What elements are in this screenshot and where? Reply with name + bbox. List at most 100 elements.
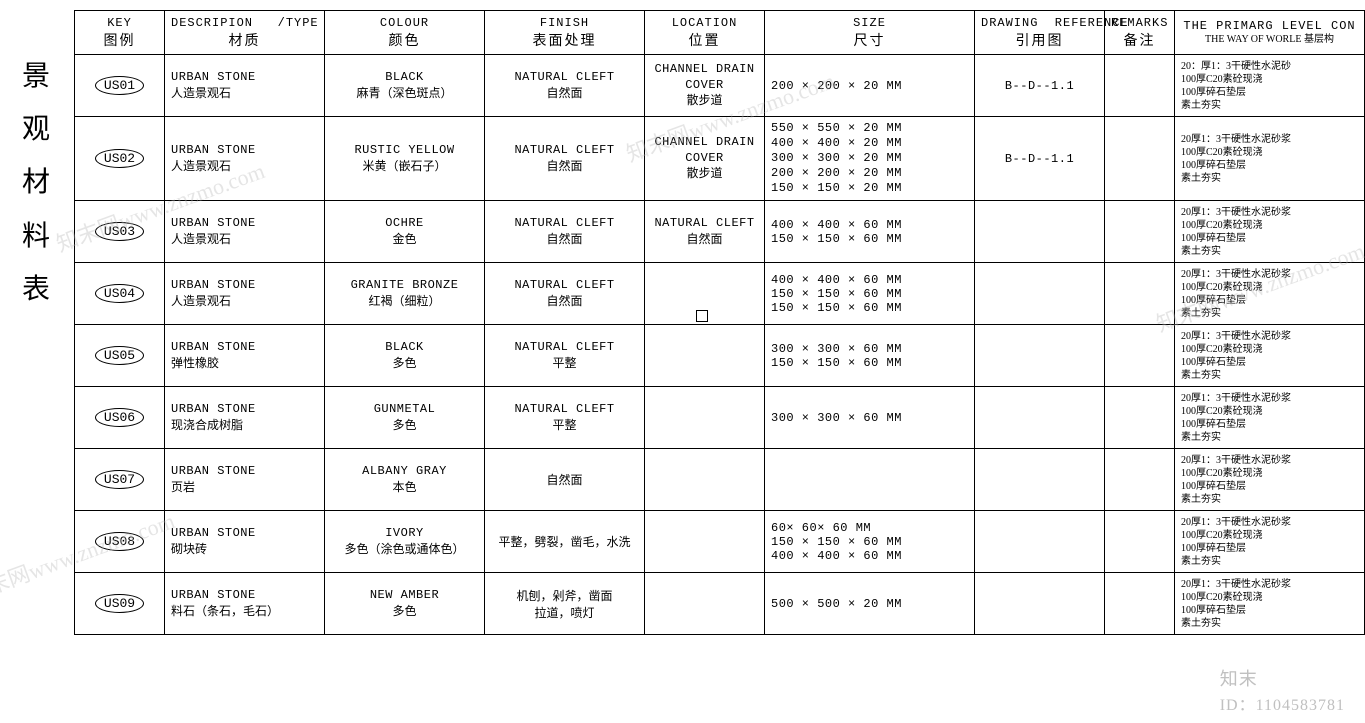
col-finish: FINISH表面处理 <box>485 11 645 55</box>
table-cell: GUNMETAL多色 <box>325 387 485 449</box>
watermark-id: ID：1104583781 <box>1220 697 1345 714</box>
table-cell: 20厚1：3干硬性水泥砂浆100厚C20素砼现浇100厚碎石垫层素土夯实 <box>1175 201 1365 263</box>
table-cell <box>1105 201 1175 263</box>
table-cell: NATURAL CLEFT自然面 <box>485 117 645 201</box>
table-cell: US04 <box>75 263 165 325</box>
table-cell <box>975 201 1105 263</box>
table-cell: URBAN STONE人造景观石 <box>165 201 325 263</box>
key-badge: US07 <box>95 470 144 489</box>
table-cell: 400 × 400 × 60 MM150 × 150 × 60 MM150 × … <box>765 263 975 325</box>
key-badge: US04 <box>95 284 144 303</box>
table-row: US01 URBAN STONE人造景观石BLACK麻青（深色斑点）NATURAL… <box>75 55 1365 117</box>
table-cell <box>1105 117 1175 201</box>
table-cell: NATURAL CLEFT自然面 <box>485 263 645 325</box>
table-cell <box>765 449 975 511</box>
table-cell <box>975 263 1105 325</box>
table-cell: US09 <box>75 573 165 635</box>
table-cell: URBAN STONE现浇合成树脂 <box>165 387 325 449</box>
table-cell: 20厚1：3干硬性水泥砂浆100厚C20素砼现浇100厚碎石垫层素土夯实 <box>1175 387 1365 449</box>
table-cell: URBAN STONE弹性橡胶 <box>165 325 325 387</box>
table-cell <box>1105 449 1175 511</box>
title-char: 观 <box>22 103 66 156</box>
table-cell: OCHRE金色 <box>325 201 485 263</box>
table-row: US04URBAN STONE人造景观石GRANITE BRONZE红褐（细粒）… <box>75 263 1365 325</box>
col-size: SIZE尺寸 <box>765 11 975 55</box>
col-constr: THE PRIMARG LEVEL CONTHE WAY OF WORLE 基层… <box>1175 11 1365 55</box>
table-cell: 20厚1：3干硬性水泥砂浆100厚C20素砼现浇100厚碎石垫层素土夯实 <box>1175 449 1365 511</box>
key-badge: US03 <box>95 222 144 241</box>
header-row: KEY图例 DESCRIPION /TYPE材质 COLOUR颜色 FINISH… <box>75 11 1365 55</box>
table-cell: 550 × 550 × 20 MM400 × 400 × 20 MM300 × … <box>765 117 975 201</box>
table-row: US02URBAN STONE人造景观石RUSTIC YELLOW米黄（嵌石子）… <box>75 117 1365 201</box>
key-badge: US05 <box>95 346 144 365</box>
table-cell: NATURAL CLEFT自然面 <box>485 201 645 263</box>
table-cell: B--D--1.1 <box>975 117 1105 201</box>
table-cell <box>1105 511 1175 573</box>
table-cell: 300 × 300 × 60 MM <box>765 387 975 449</box>
selection-cursor-icon <box>696 310 708 322</box>
table-cell: URBAN STONE砌块砖 <box>165 511 325 573</box>
table-cell: 20厚1：3干硬性水泥砂浆100厚C20素砼现浇100厚碎石垫层素土夯实 <box>1175 511 1365 573</box>
table-cell: 400 × 400 × 60 MM150 × 150 × 60 MM <box>765 201 975 263</box>
title-char: 景 <box>22 50 66 103</box>
table-cell: RUSTIC YELLOW米黄（嵌石子） <box>325 117 485 201</box>
table-cell: US07 <box>75 449 165 511</box>
table-cell <box>645 325 765 387</box>
title-char: 表 <box>22 263 66 316</box>
table-cell <box>1105 387 1175 449</box>
table-cell <box>975 573 1105 635</box>
table-cell: NATURAL CLEFT平整 <box>485 387 645 449</box>
table-cell: 20厚1：3干硬性水泥砂浆100厚C20素砼现浇100厚碎石垫层素土夯实 <box>1175 117 1365 201</box>
vertical-title: 景 观 材 料 表 <box>10 10 74 635</box>
table-cell <box>1105 573 1175 635</box>
table-row: US08 URBAN STONE砌块砖IVORY多色（涂色或通体色）平整，劈裂，凿… <box>75 511 1365 573</box>
table-cell: US02 <box>75 117 165 201</box>
col-location: LOCATION位置 <box>645 11 765 55</box>
table-cell: 20：厚1：3干硬性水泥砂100厚C20素砼现浇100厚碎石垫层素土夯实 <box>1175 55 1365 117</box>
table-cell: 20厚1：3干硬性水泥砂浆100厚C20素砼现浇100厚碎石垫层素土夯实 <box>1175 573 1365 635</box>
table-cell: NATURAL CLEFT自然面 <box>485 55 645 117</box>
table-row: US06URBAN STONE现浇合成树脂GUNMETAL多色NATURAL C… <box>75 387 1365 449</box>
table-cell: CHANNEL DRAIN COVER散步道 <box>645 55 765 117</box>
table-cell: US06 <box>75 387 165 449</box>
table-cell: URBAN STONE人造景观石 <box>165 117 325 201</box>
table-cell: GRANITE BRONZE红褐（细粒） <box>325 263 485 325</box>
table-cell: US01 <box>75 55 165 117</box>
table-cell <box>1105 263 1175 325</box>
table-cell: IVORY多色（涂色或通体色） <box>325 511 485 573</box>
table-cell <box>645 511 765 573</box>
table-cell: NATURAL CLEFT平整 <box>485 325 645 387</box>
col-desc: DESCRIPION /TYPE材质 <box>165 11 325 55</box>
table-cell: 20厚1：3干硬性水泥砂浆100厚C20素砼现浇100厚碎石垫层素土夯实 <box>1175 325 1365 387</box>
table-cell: ALBANY GRAY本色 <box>325 449 485 511</box>
title-char: 材 <box>22 156 66 209</box>
key-badge: US01 <box>95 76 144 95</box>
table-cell: BLACK多色 <box>325 325 485 387</box>
table-cell: 平整，劈裂，凿毛，水洗 <box>485 511 645 573</box>
table-cell: BLACK麻青（深色斑点） <box>325 55 485 117</box>
table-cell <box>1105 325 1175 387</box>
table-cell: 自然面 <box>485 449 645 511</box>
table-cell: 20厚1：3干硬性水泥砂浆100厚C20素砼现浇100厚碎石垫层素土夯实 <box>1175 263 1365 325</box>
table-cell <box>975 511 1105 573</box>
table-cell: 200 × 200 × 20 MM <box>765 55 975 117</box>
col-key: KEY图例 <box>75 11 165 55</box>
table-cell: CHANNEL DRAIN COVER散步道 <box>645 117 765 201</box>
table-cell <box>645 449 765 511</box>
materials-table: KEY图例 DESCRIPION /TYPE材质 COLOUR颜色 FINISH… <box>74 10 1365 635</box>
table-cell: 机刨，剁斧，凿面拉道，喷灯 <box>485 573 645 635</box>
table-cell <box>975 325 1105 387</box>
table-cell <box>645 387 765 449</box>
table-cell: B--D--1.1 <box>975 55 1105 117</box>
watermark-brand: 知末 <box>1220 669 1258 689</box>
bottom-watermark: 知末 ID：1104583781 <box>1220 665 1345 715</box>
table-row: US07URBAN STONE页岩ALBANY GRAY本色自然面20厚1：3干… <box>75 449 1365 511</box>
col-colour: COLOUR颜色 <box>325 11 485 55</box>
table-cell: URBAN STONE人造景观石 <box>165 55 325 117</box>
table-cell <box>975 387 1105 449</box>
key-badge: US08 <box>95 532 144 551</box>
table-cell: US05 <box>75 325 165 387</box>
col-remarks: REMARKS备注 <box>1105 11 1175 55</box>
table-row: US05 URBAN STONE弹性橡胶BLACK多色NATURAL CLEFT平… <box>75 325 1365 387</box>
key-badge: US09 <box>95 594 144 613</box>
